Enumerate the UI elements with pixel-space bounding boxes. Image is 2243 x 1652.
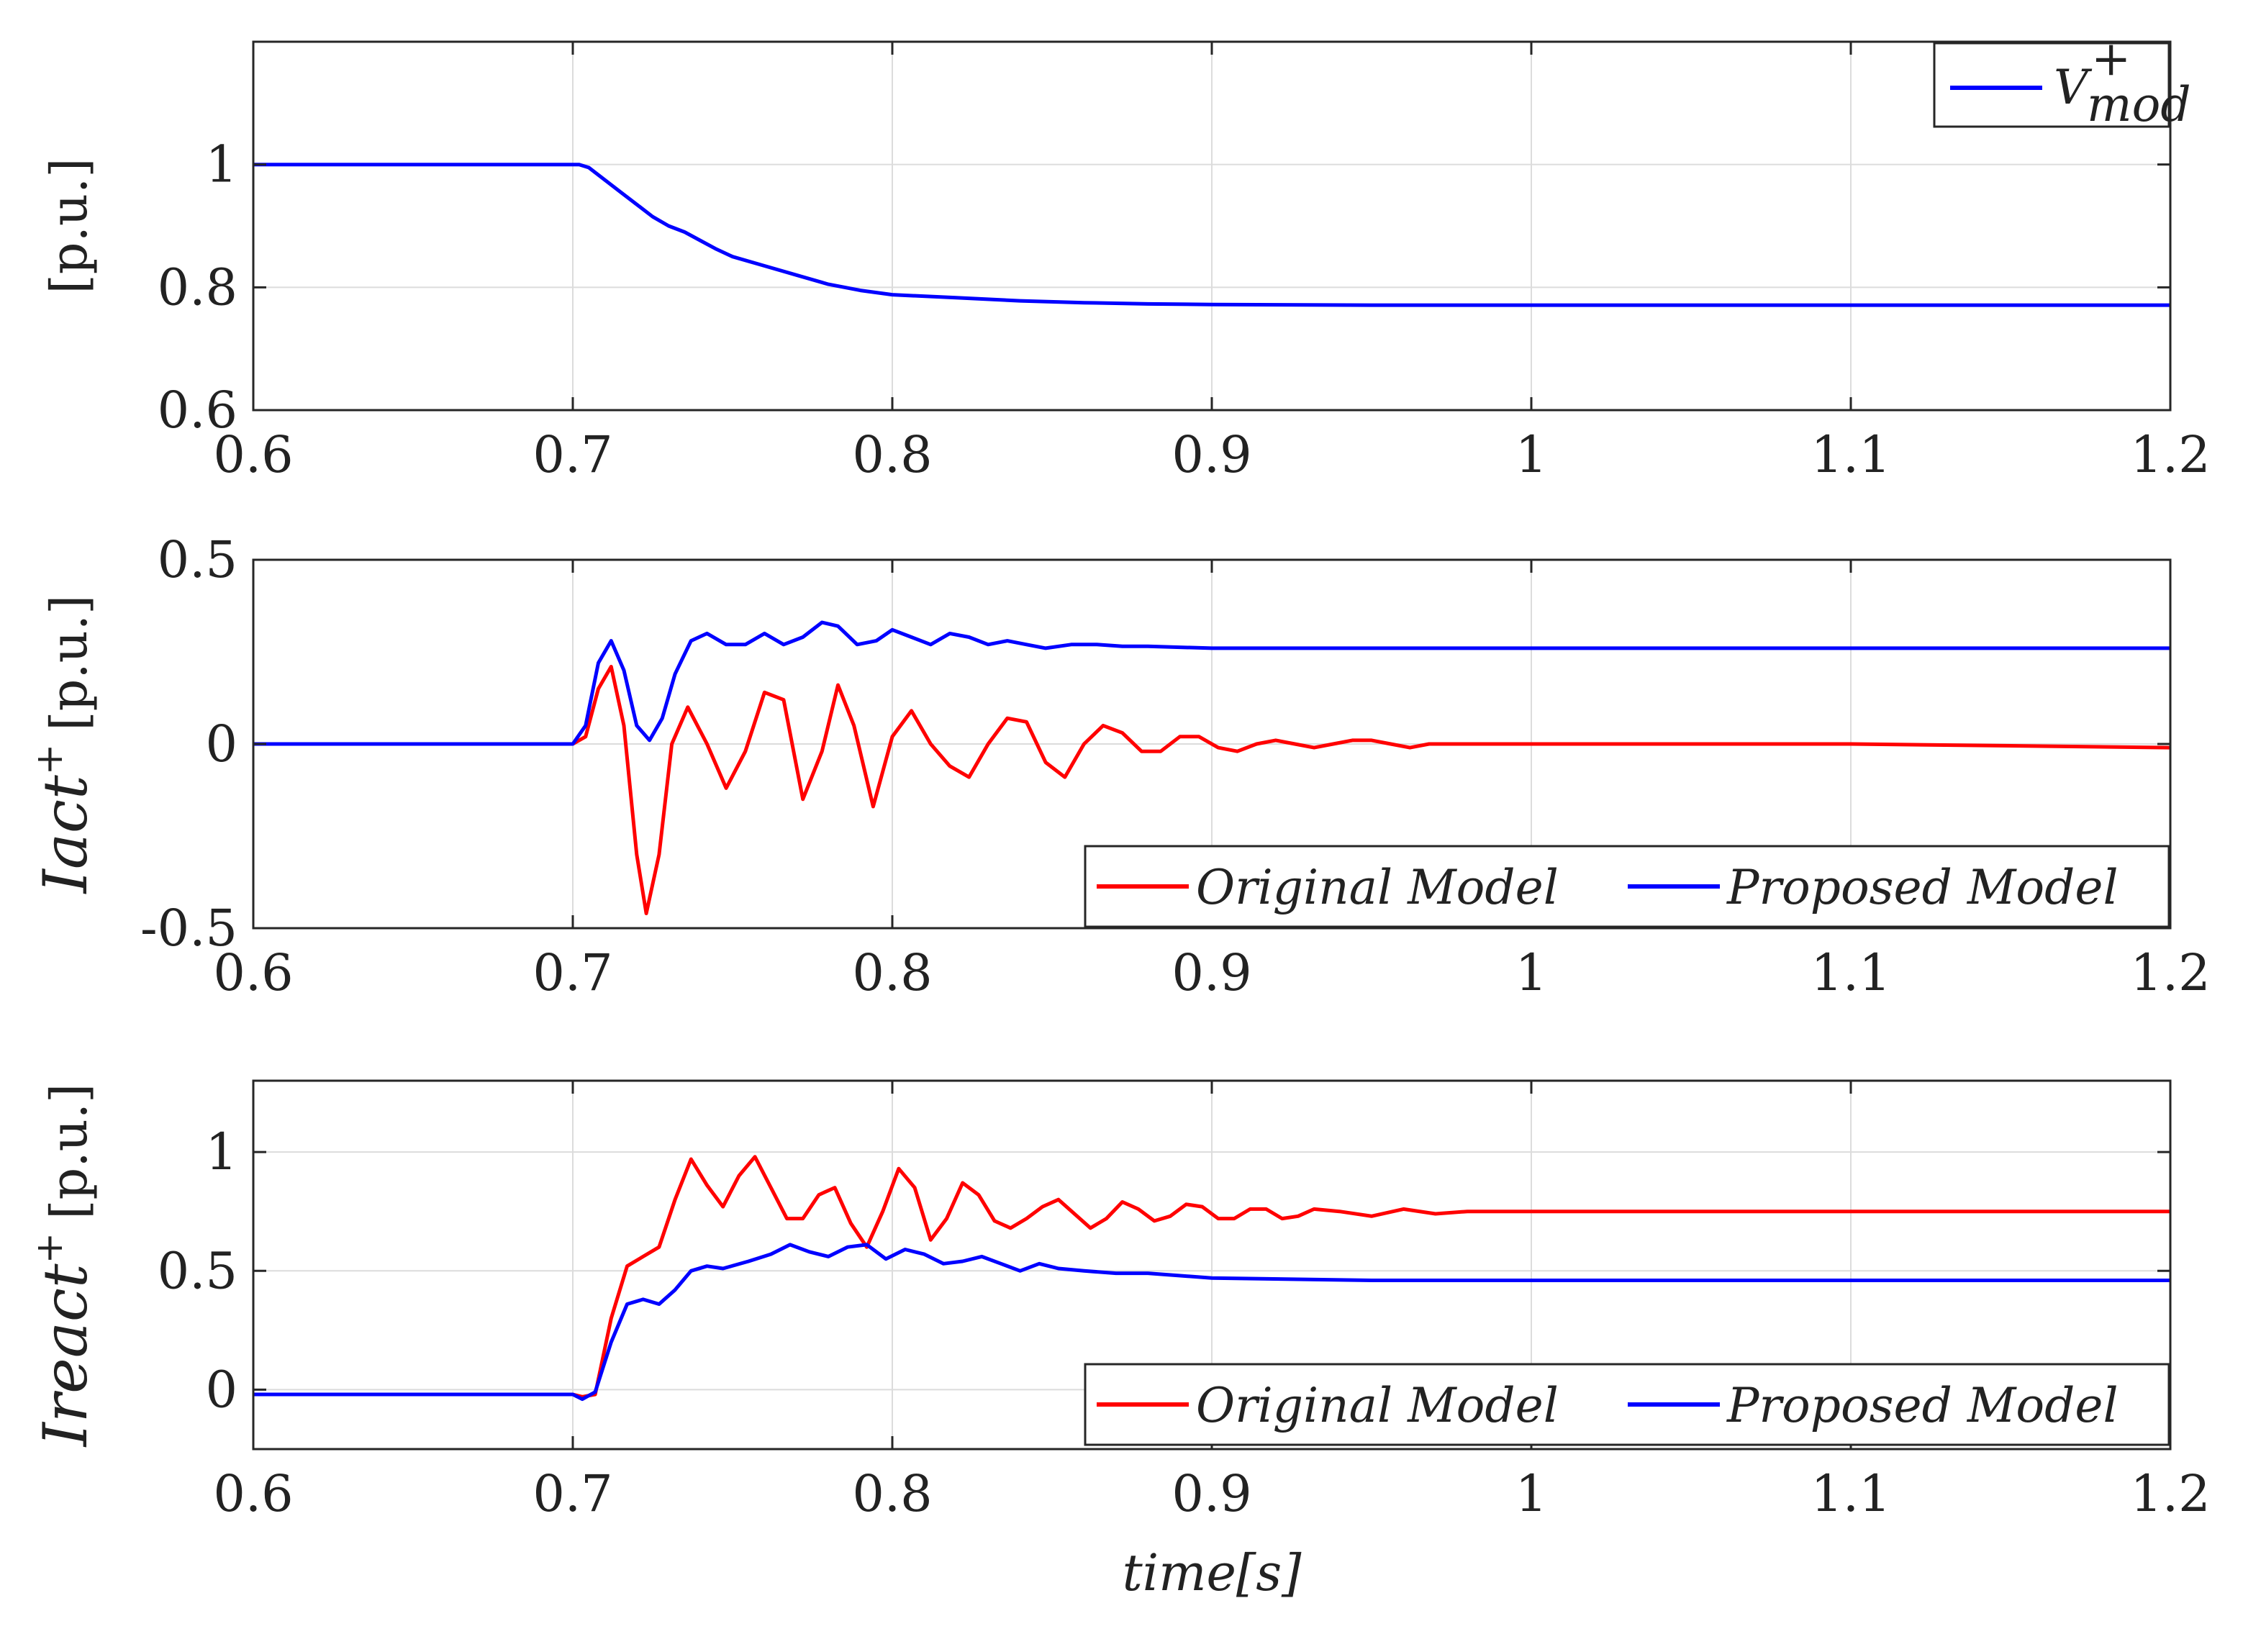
chart-vmod: 0.6 0.7 0.8 0.9 1 1.1 1.2 0.6 0.8 1 [p.u.] V+mod <box>40 31 2211 484</box>
x-tick-label: 0.6 <box>213 943 293 1002</box>
x-tick-label: 0.8 <box>852 425 932 484</box>
x-tick-label: 1 <box>1515 943 1548 1002</box>
x-tick-label: 0.8 <box>852 943 932 1002</box>
legend-entry-label: Original Model <box>1196 1378 1559 1433</box>
x-tick-label: 1.2 <box>2130 943 2210 1002</box>
y-tick-label: 1 <box>205 135 237 194</box>
y-tick-label: 0.6 <box>158 381 237 440</box>
x-tick-label: 0.9 <box>1172 425 1251 484</box>
legend-box <box>1084 845 2170 928</box>
x-axis-label: time[s] <box>1123 1543 1302 1602</box>
x-tick-label: 1.2 <box>2130 1464 2210 1523</box>
legend-entry-label: V <box>2054 60 2093 115</box>
x-tick-label: 0.8 <box>852 1464 932 1523</box>
legend: V+mod <box>1933 31 2191 132</box>
y-tick-label: 0.5 <box>158 1241 237 1300</box>
y-axis-label-unit: [p.u.] <box>40 1084 99 1220</box>
series-line-original-model <box>253 1155 2170 1399</box>
x-tick-label: 0.6 <box>213 425 293 484</box>
y-axis-label: Iact+ [p.u.] <box>28 595 101 895</box>
y-tick-label: 0 <box>205 714 237 773</box>
x-tick-label: 1 <box>1515 425 1548 484</box>
y-axis-label-symbol: Iact <box>30 775 101 894</box>
x-tick-label: 0.7 <box>533 1464 612 1523</box>
x-tick-label: 0.7 <box>533 943 612 1002</box>
y-tick-label: 0.8 <box>158 258 237 317</box>
x-tick-label: 0.9 <box>1172 943 1251 1002</box>
x-tick-label: 0.6 <box>213 1464 293 1523</box>
x-tick-label: 1.2 <box>2130 425 2210 484</box>
y-axis-label: [p.u.] <box>40 158 99 294</box>
y-axis-label-superscript: + <box>28 744 71 776</box>
legend-entry-label: Original Model <box>1196 860 1559 915</box>
x-tick-label: 1.1 <box>1811 1464 1890 1523</box>
legend-entry-subscript: mod <box>2087 77 2191 132</box>
series-line-proposed-model <box>253 1243 2170 1402</box>
y-axis-label: Ireact+ [p.u.] <box>28 1084 101 1448</box>
y-axis-label-unit: [p.u.] <box>40 595 99 731</box>
x-tick-label: 1.1 <box>1811 425 1890 484</box>
legend-box <box>1933 42 2170 128</box>
y-axis-label-superscript: + <box>28 1233 71 1264</box>
y-axis-label-symbol: Ireact <box>30 1263 101 1448</box>
legend-box <box>1084 1363 2170 1446</box>
legend-entry-superscript: + <box>2091 31 2131 86</box>
x-tick-label: 1 <box>1515 1464 1548 1523</box>
legend: Original Model Proposed Model <box>1084 845 2170 928</box>
x-tick-label: 0.9 <box>1172 1464 1251 1523</box>
series-line-v <box>253 163 2170 307</box>
legend-entry-label: Proposed Model <box>1726 860 2119 915</box>
y-tick-label: 0.5 <box>158 530 237 589</box>
x-tick-label: 1.1 <box>1811 943 1890 1002</box>
chart-iact: 0.6 0.7 0.8 0.9 1 1.1 1.2 -0.5 0 0.5 Iact+ [p.u.] Or… <box>28 530 2211 1002</box>
chart-ireact: 0.6 0.7 0.8 0.9 1 1.1 1.2 0 0.5 1 Ireact+ [p.u.] tim… <box>28 1079 2211 1602</box>
series-line-proposed-model <box>253 620 2170 746</box>
y-tick-label: -0.5 <box>140 899 237 958</box>
series-line-original-model <box>253 665 2170 915</box>
legend: Original Model Proposed Model <box>1084 1363 2170 1446</box>
y-tick-label: 1 <box>205 1122 237 1181</box>
x-tick-label: 0.7 <box>533 425 612 484</box>
legend-entry-label: Proposed Model <box>1726 1378 2119 1433</box>
y-tick-label: 0 <box>205 1360 237 1419</box>
